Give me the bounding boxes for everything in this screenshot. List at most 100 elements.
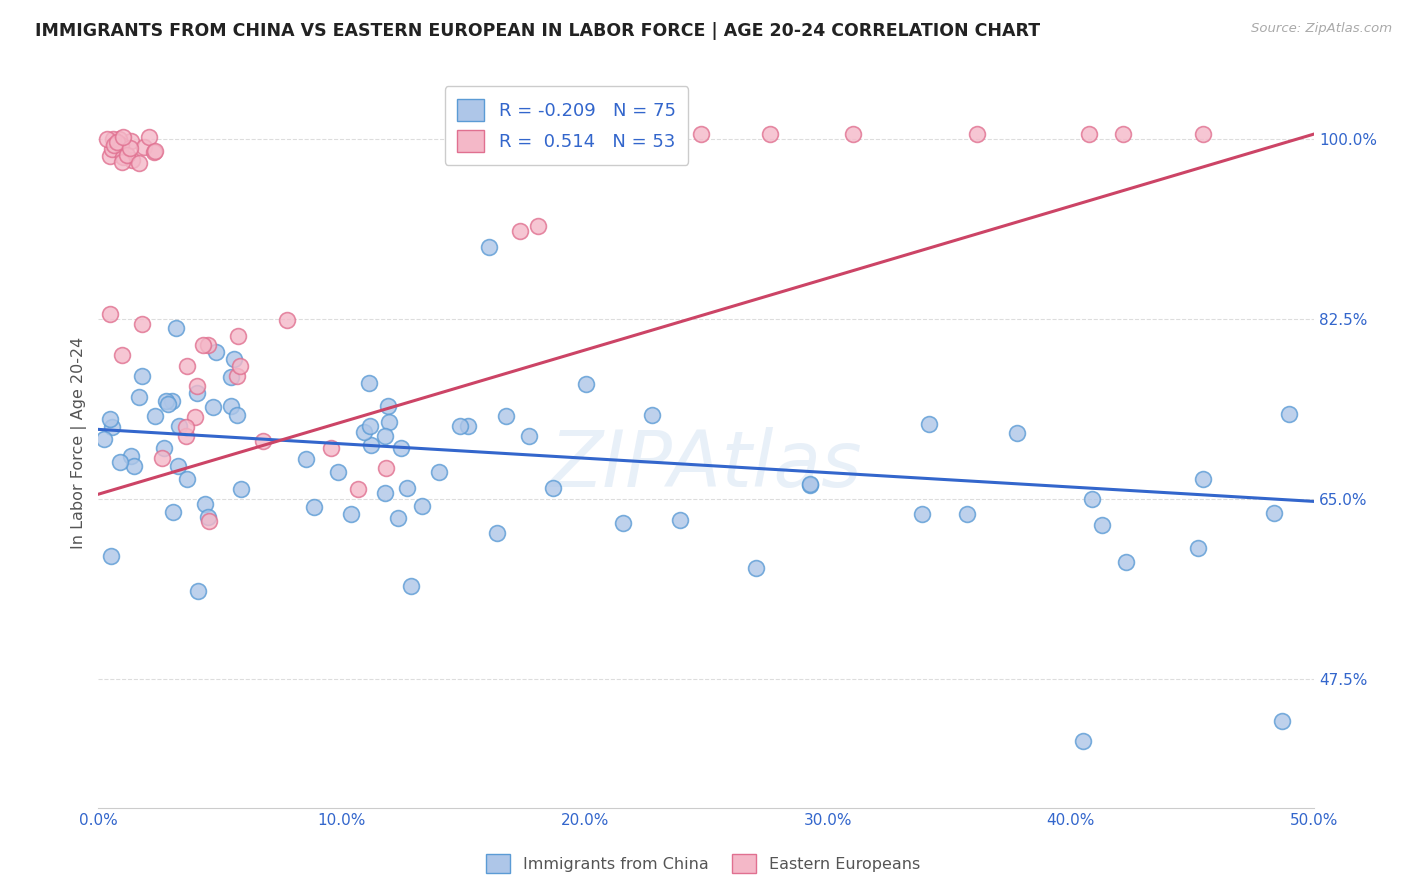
Point: [1077, 127, 1099, 141]
Point: [98, 149, 121, 163]
Point: [138, 130, 160, 145]
Point: [1081, 492, 1104, 507]
Point: [374, 429, 396, 443]
Point: [93, 433, 115, 447]
Point: [1111, 127, 1133, 141]
Point: [401, 579, 423, 593]
Point: [101, 142, 124, 156]
Point: [100, 549, 122, 563]
Point: [108, 132, 131, 146]
Point: [527, 219, 550, 234]
Point: [219, 370, 242, 384]
Point: [842, 127, 865, 141]
Point: [340, 507, 363, 521]
Point: [101, 132, 124, 146]
Point: [966, 127, 988, 141]
Point: [167, 458, 190, 473]
Point: [377, 399, 399, 413]
Point: [375, 461, 398, 475]
Point: [302, 500, 325, 515]
Point: [131, 318, 153, 332]
Point: [485, 525, 508, 540]
Point: [111, 348, 134, 362]
Point: [96, 132, 118, 146]
Point: [100, 420, 122, 434]
Point: [121, 153, 143, 168]
Point: [347, 482, 370, 496]
Point: [395, 481, 418, 495]
Point: [328, 466, 350, 480]
Point: [1091, 517, 1114, 532]
Point: [156, 397, 179, 411]
Point: [112, 130, 135, 145]
Point: [103, 138, 125, 153]
Point: [918, 417, 941, 431]
Point: [219, 399, 242, 413]
Point: [353, 425, 375, 439]
Point: [176, 359, 198, 373]
Point: [690, 127, 713, 141]
Point: [1005, 425, 1028, 440]
Y-axis label: In Labor Force | Age 20-24: In Labor Force | Age 20-24: [72, 336, 87, 549]
Point: [98, 411, 121, 425]
Point: [585, 137, 607, 152]
Point: [193, 497, 215, 511]
Point: [799, 477, 821, 491]
Legend: R = -0.209   N = 75, R =  0.514   N = 53: R = -0.209 N = 75, R = 0.514 N = 53: [444, 87, 689, 165]
Point: [449, 418, 471, 433]
Point: [169, 418, 191, 433]
Point: [1277, 407, 1299, 421]
Point: [155, 393, 177, 408]
Point: [128, 390, 150, 404]
Point: [1115, 555, 1137, 569]
Point: [132, 140, 155, 154]
Point: [457, 419, 479, 434]
Point: [378, 415, 401, 429]
Point: [319, 441, 342, 455]
Point: [799, 478, 821, 492]
Point: [447, 141, 470, 155]
Point: [229, 482, 252, 496]
Point: [357, 376, 380, 390]
Point: [1187, 541, 1209, 556]
Point: [145, 409, 167, 423]
Point: [152, 441, 174, 455]
Point: [647, 127, 669, 141]
Point: [165, 321, 187, 335]
Point: [162, 394, 184, 409]
Point: [201, 400, 224, 414]
Point: [612, 516, 634, 530]
Point: [225, 368, 247, 383]
Point: [110, 138, 132, 153]
Point: [427, 465, 450, 479]
Point: [389, 441, 412, 455]
Point: [1271, 714, 1294, 728]
Point: [411, 500, 433, 514]
Point: [120, 449, 142, 463]
Point: [197, 514, 219, 528]
Point: [150, 451, 173, 466]
Point: [519, 428, 541, 442]
Point: [184, 410, 207, 425]
Point: [191, 338, 214, 352]
Point: [495, 409, 517, 424]
Point: [226, 328, 249, 343]
Point: [115, 148, 138, 162]
Point: [541, 482, 564, 496]
Point: [509, 224, 531, 238]
Point: [111, 150, 134, 164]
Point: [575, 376, 598, 391]
Point: [176, 472, 198, 486]
Point: [120, 134, 142, 148]
Point: [187, 583, 209, 598]
Point: [122, 458, 145, 473]
Point: [374, 486, 396, 500]
Point: [387, 511, 409, 525]
Point: [197, 510, 219, 524]
Point: [360, 437, 382, 451]
Point: [359, 419, 381, 434]
Point: [226, 408, 249, 422]
Point: [186, 386, 208, 401]
Legend: Immigrants from China, Eastern Europeans: Immigrants from China, Eastern Europeans: [479, 847, 927, 880]
Point: [1263, 506, 1285, 520]
